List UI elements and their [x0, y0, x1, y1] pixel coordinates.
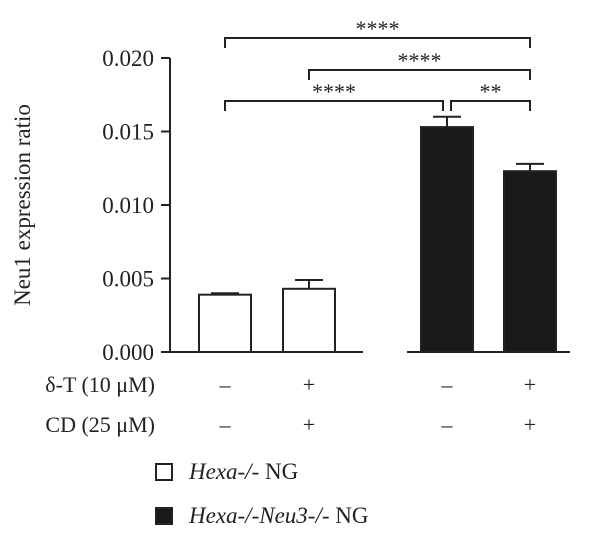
legend-item-group-1: Hexa-/- NG — [155, 459, 298, 485]
significance-label-1: **** — [356, 16, 400, 41]
y-tick-label-1: 0.005 — [102, 267, 154, 292]
treatment-label-CD: CD (25 μM) — [45, 412, 155, 437]
bar-4 — [503, 170, 557, 353]
sign-CD-3: – — [441, 412, 454, 437]
y-tick-label-3: 0.015 — [102, 120, 154, 145]
legend-swatch-group-2 — [155, 507, 173, 525]
sign-CD-2: + — [303, 412, 315, 437]
significance-label-4: ** — [480, 79, 502, 104]
significance-bracket-3 — [224, 100, 444, 111]
sign-dT-3: – — [441, 372, 454, 397]
sign-CD-1: – — [219, 412, 232, 437]
y-tick-label-2: 0.010 — [102, 193, 154, 218]
sign-dT-1: – — [219, 372, 232, 397]
chart-svg: 0.000 0.005 0.010 0.015 0.020 Neu1 expression… — [10, 16, 570, 437]
y-tick-label-4: 0.020 — [102, 46, 154, 71]
legend-item-group-2: Hexa-/-Neu3-/- NG — [155, 503, 368, 529]
sign-dT-4: + — [524, 372, 536, 397]
sign-CD-4: + — [524, 412, 536, 437]
bar-2 — [282, 287, 336, 354]
significance-bracket-4 — [450, 100, 531, 111]
y-tick-label-0: 0.000 — [102, 340, 154, 365]
legend-swatch-group-1 — [155, 463, 173, 481]
legend-label-group-1: Hexa-/- NG — [189, 459, 299, 484]
legend-label-group-2: Hexa-/-Neu3-/- NG — [189, 503, 369, 528]
treatment-label-dT: δ-T (10 μM) — [45, 372, 155, 397]
significance-label-3: **** — [312, 79, 356, 104]
bar-3 — [420, 126, 474, 353]
sign-dT-2: + — [303, 372, 315, 397]
significance-bracket-2 — [308, 69, 531, 80]
y-axis-title: Neu1 expression ratio — [10, 104, 35, 306]
significance-label-2: **** — [398, 48, 442, 73]
bar-1 — [198, 293, 252, 354]
significance-bracket-1 — [224, 37, 531, 48]
